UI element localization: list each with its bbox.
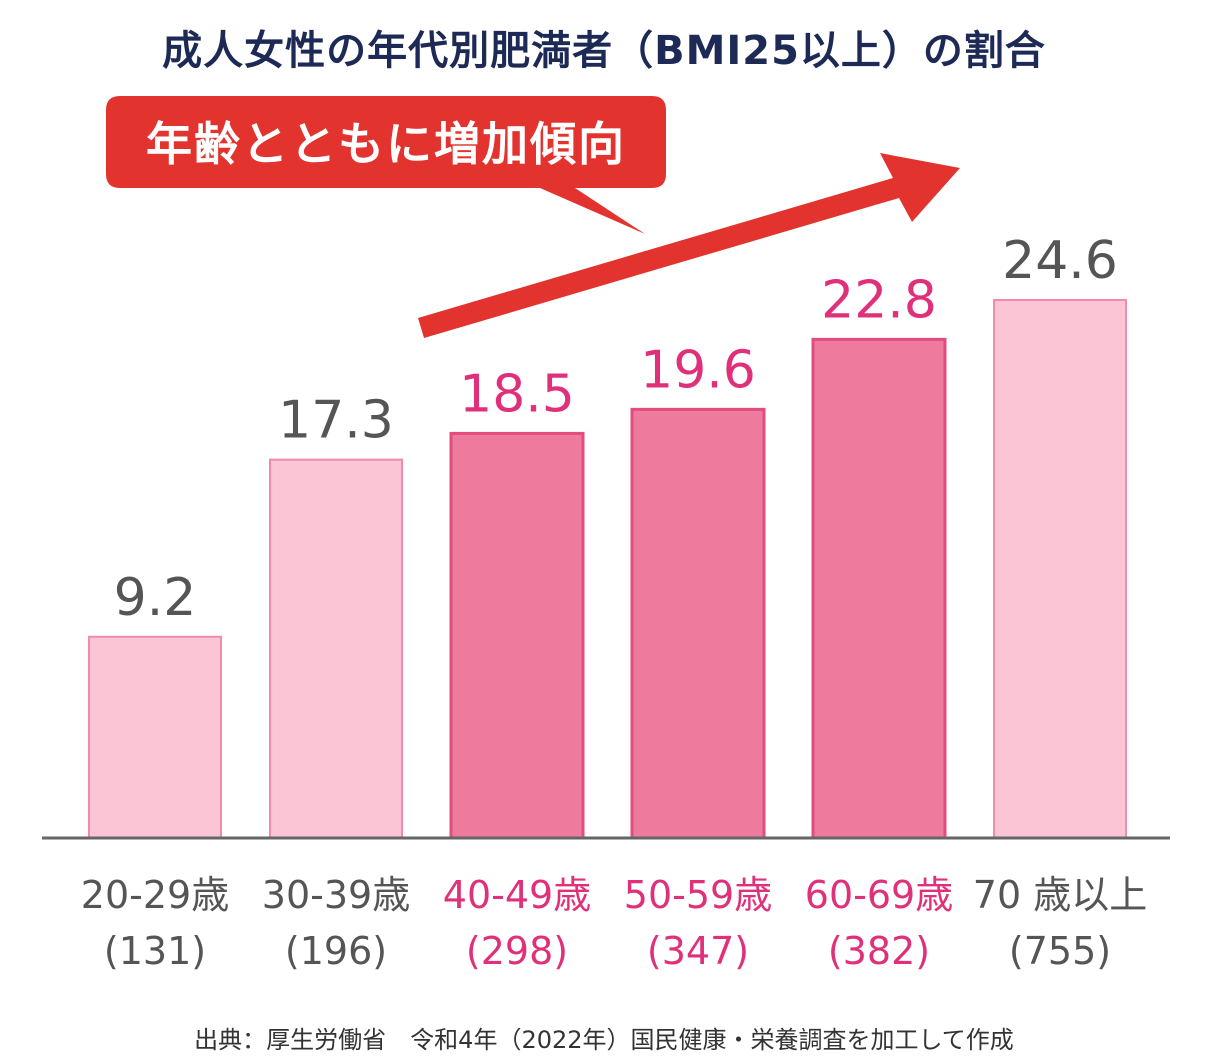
- value-label-3: 19.6: [640, 340, 756, 400]
- trend-arrow-group: [418, 153, 960, 338]
- bar-0: [88, 635, 222, 839]
- value-label-2: 18.5: [459, 364, 575, 424]
- bars-group: [88, 299, 1127, 840]
- bar-4: [811, 337, 947, 840]
- value-label-5: 24.6: [1002, 231, 1118, 291]
- category-label-0: 20-29歳: [81, 873, 229, 917]
- category-label-3: 50-59歳: [624, 873, 772, 917]
- value-label-4: 22.8: [821, 270, 937, 330]
- sample-size-label-2: (298): [466, 929, 568, 973]
- trend-arrow-icon: [418, 153, 960, 338]
- category-labels-group: 20-29歳 (131) 30-39歳 (196) 40-49歳 (298) 50-59歳 (…: [81, 873, 1147, 973]
- callout-bubble: [106, 96, 666, 234]
- callout-group: 年齢とともに増加傾向: [106, 96, 666, 234]
- source-note: 出典：厚生労働省 令和4年（2022年）国民健康・栄養調査を加工して作成: [194, 1026, 1014, 1054]
- value-label-0: 9.2: [114, 568, 197, 628]
- bar-1: [269, 458, 403, 839]
- sample-size-label-3: (347): [647, 929, 749, 973]
- value-label-1: 17.3: [278, 391, 394, 451]
- sample-size-label-5: (755): [1009, 929, 1111, 973]
- callout-text: 年齢とともに増加傾向: [146, 117, 626, 171]
- sample-size-label-4: (382): [828, 929, 930, 973]
- chart-title: 成人女性の年代別肥満者（BMI25以上）の割合: [162, 28, 1046, 74]
- value-labels-group: 9.2 17.3 18.5 19.6 22.8 24.6: [114, 231, 1118, 628]
- category-label-2: 40-49歳: [443, 873, 591, 917]
- sample-size-label-1: (196): [285, 929, 387, 973]
- bar-2: [449, 431, 585, 840]
- category-label-4: 60-69歳: [805, 873, 953, 917]
- category-label-5: 70 歳以上: [973, 873, 1147, 917]
- bar-3: [630, 407, 766, 840]
- bar-5: [993, 299, 1127, 839]
- sample-size-label-0: (131): [104, 929, 206, 973]
- category-label-1: 30-39歳: [262, 873, 410, 917]
